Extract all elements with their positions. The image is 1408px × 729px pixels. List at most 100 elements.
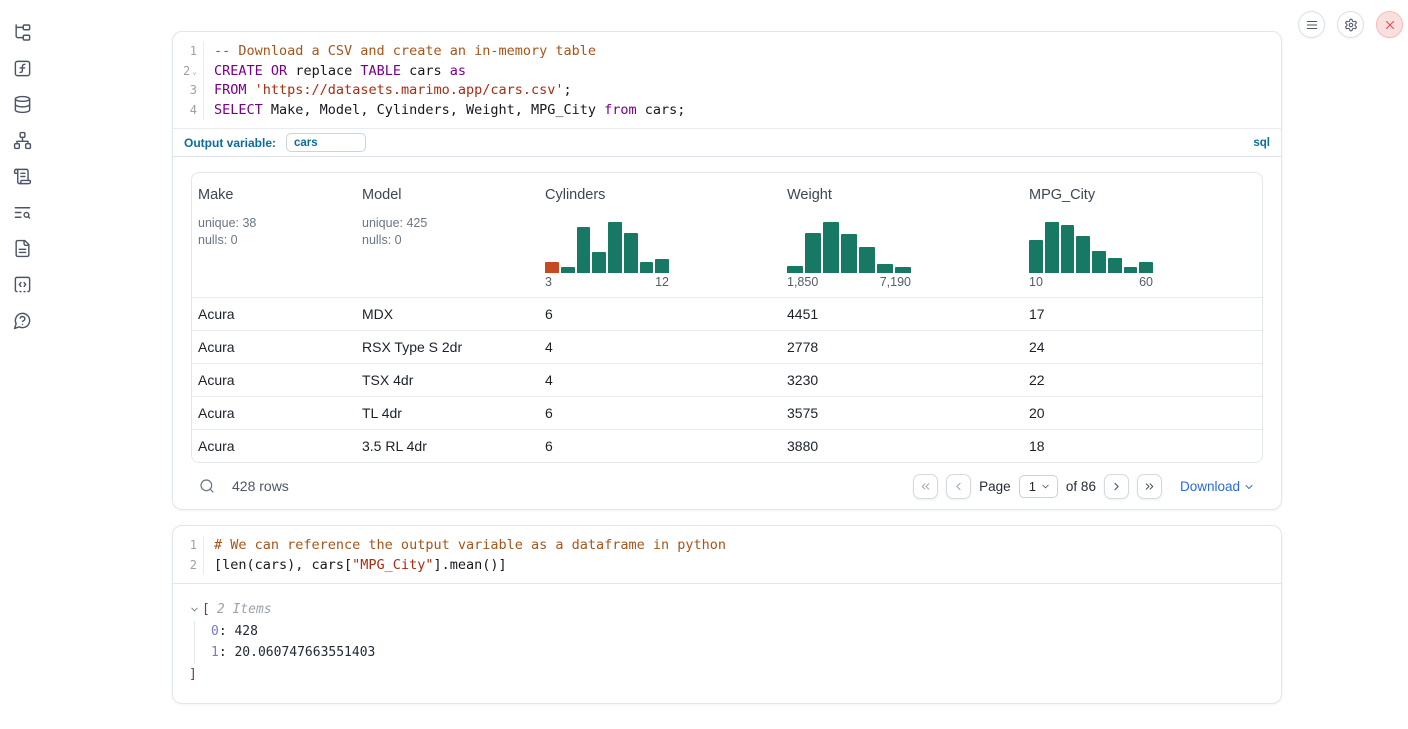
code-text: [len(cars), cars["MPG_City"].mean()] xyxy=(214,556,507,573)
page-total-label: of 86 xyxy=(1065,478,1096,494)
code-line: 1 # We can reference the output variable … xyxy=(173,536,1281,556)
column-header-cylinders[interactable]: Cylinders 3 12 xyxy=(539,173,781,297)
table-cell: 4 xyxy=(545,339,553,355)
open-bracket: [ xyxy=(202,602,210,617)
notebook: 1 -- Download a CSV and create an in-memo… xyxy=(172,31,1282,704)
code-text: CREATE OR replace TABLE cars as xyxy=(214,62,467,79)
histogram-bar xyxy=(805,232,821,273)
collapse-chevron-icon[interactable] xyxy=(189,604,202,615)
settings-gear-button[interactable] xyxy=(1337,11,1364,38)
settings-gear-icon xyxy=(1344,18,1358,32)
chevron-down-icon xyxy=(1243,479,1255,493)
table-cell: Acura xyxy=(198,339,235,355)
snippets-icon[interactable] xyxy=(13,275,32,294)
histogram-bar xyxy=(823,221,839,273)
table-cell: 17 xyxy=(1029,306,1045,322)
code-text: # We can reference the output variable a… xyxy=(214,537,727,553)
output-tree: [2 Items 0: 428 1: 20.060747663551403] xyxy=(173,583,1281,703)
table-row[interactable]: Acura RSX Type S 2dr 4 2778 24 xyxy=(192,330,1262,363)
next-page-button[interactable] xyxy=(1103,473,1129,499)
output-variable-label: Output variable: xyxy=(184,135,277,150)
column-name: MPG_City xyxy=(1029,187,1096,203)
table-cell: 6 xyxy=(545,405,553,421)
sidebar xyxy=(0,0,44,729)
window-controls xyxy=(1298,11,1403,38)
column-header-mpg_city[interactable]: MPG_City 10 60 xyxy=(1023,173,1262,297)
dependencies-icon[interactable] xyxy=(13,131,32,150)
code-line: 4 SELECT Make, Model, Cylinders, Weight, … xyxy=(173,100,1281,120)
page-select[interactable]: 1 xyxy=(1018,474,1058,498)
table-row[interactable]: Acura 3.5 RL 4dr 6 3880 18 xyxy=(192,429,1262,462)
column-name: Weight xyxy=(787,187,832,203)
code-line: 3 FROM 'https://datasets.marimo.app/cars.… xyxy=(173,81,1281,101)
table-cell: Acura xyxy=(198,438,235,454)
documentation-icon[interactable] xyxy=(13,239,32,258)
page-select-value: 1 xyxy=(1028,478,1036,494)
sql-code-editor[interactable]: 1 -- Download a CSV and create an in-memo… xyxy=(173,32,1281,128)
python-code-editor[interactable]: 1 # We can reference the output variable … xyxy=(173,526,1281,583)
previous-page-button[interactable] xyxy=(946,473,972,499)
output-variable-row: Output variable: cars sql xyxy=(173,128,1281,157)
table-cell: 4 xyxy=(545,372,553,388)
table-cell: 18 xyxy=(1029,438,1045,454)
table-row[interactable]: Acura TSX 4dr 4 3230 22 xyxy=(192,363,1262,396)
file-tree-icon[interactable] xyxy=(13,23,32,42)
table-cell: 6 xyxy=(545,306,553,322)
axis-min-label: 1,850 xyxy=(787,275,819,289)
histogram-bar xyxy=(877,263,893,273)
scratchpad-icon[interactable] xyxy=(13,167,32,186)
code-line: 2 ⌄ CREATE OR replace TABLE cars as xyxy=(173,61,1281,81)
line-number: 4 xyxy=(173,100,204,120)
line-number: 1 xyxy=(173,536,204,556)
histogram-bar xyxy=(859,247,875,273)
download-label: Download xyxy=(1179,478,1240,494)
first-page-button[interactable] xyxy=(913,473,939,499)
download-button[interactable]: Download xyxy=(1180,479,1255,494)
column-header-make[interactable]: Make unique: 38 nulls: 0 xyxy=(192,173,356,297)
menu-icon xyxy=(1305,18,1319,32)
language-badge: sql xyxy=(1253,136,1270,149)
histogram-bar xyxy=(787,265,803,273)
help-icon[interactable] xyxy=(13,311,32,330)
line-number: 2 xyxy=(173,555,204,575)
histogram-bar xyxy=(895,266,911,273)
histogram-bar xyxy=(1107,257,1122,273)
histogram-weight: 1,850 7,190 xyxy=(787,219,911,289)
line-number: 1 xyxy=(173,42,204,62)
close-bracket: ] xyxy=(189,666,197,682)
histogram-bar xyxy=(655,258,669,273)
datasources-icon[interactable] xyxy=(13,95,32,114)
histogram-bar xyxy=(1076,236,1090,273)
code-text: SELECT Make, Model, Cylinders, Weight, M… xyxy=(214,101,686,118)
tree-entry: 0: 428 xyxy=(211,623,258,639)
histogram-bar xyxy=(1029,239,1043,273)
histogram-bar xyxy=(560,266,575,273)
histogram-bar xyxy=(592,252,606,273)
table-cell: RSX Type S 2dr xyxy=(362,339,463,355)
histogram-bar xyxy=(1044,221,1059,273)
last-page-button[interactable] xyxy=(1136,473,1162,499)
search-icon[interactable] xyxy=(199,478,215,494)
histogram-bar xyxy=(576,227,591,273)
code-line: 1 -- Download a CSV and create an in-memo… xyxy=(173,42,1281,62)
table-row[interactable]: Acura TL 4dr 6 3575 20 xyxy=(192,396,1262,429)
column-header-weight[interactable]: Weight 1,850 7,190 xyxy=(781,173,1023,297)
histogram-cylinders: 3 12 xyxy=(545,219,669,289)
table-cell: 4451 xyxy=(787,306,819,322)
fold-chevron-icon[interactable]: ⌄ xyxy=(192,66,197,76)
table-cell: 22 xyxy=(1029,372,1045,388)
shutdown-close-button[interactable] xyxy=(1376,11,1403,38)
output-variable-input[interactable]: cars xyxy=(286,133,367,152)
table-row[interactable]: Acura MDX 6 4451 17 xyxy=(192,297,1262,330)
table-body: Acura MDX 6 4451 17 Acura RSX Type S 2dr 4 2778 2… xyxy=(192,297,1262,462)
logs-search-icon[interactable] xyxy=(13,203,32,222)
menu-button[interactable] xyxy=(1298,11,1325,38)
table-cell: 3575 xyxy=(787,405,819,421)
histogram-bar xyxy=(841,234,857,273)
variables-icon[interactable] xyxy=(13,59,32,78)
table-footer: 428 rows Page 1 of 86 Download xyxy=(191,463,1263,509)
column-header-model[interactable]: Model unique: 425 nulls: 0 xyxy=(356,173,539,297)
code-line: 2 [len(cars), cars["MPG_City"].mean()] xyxy=(173,555,1281,575)
data-table: Make unique: 38 nulls: 0 Model unique: 425 nu… xyxy=(191,172,1263,463)
table-cell: 24 xyxy=(1029,339,1045,355)
